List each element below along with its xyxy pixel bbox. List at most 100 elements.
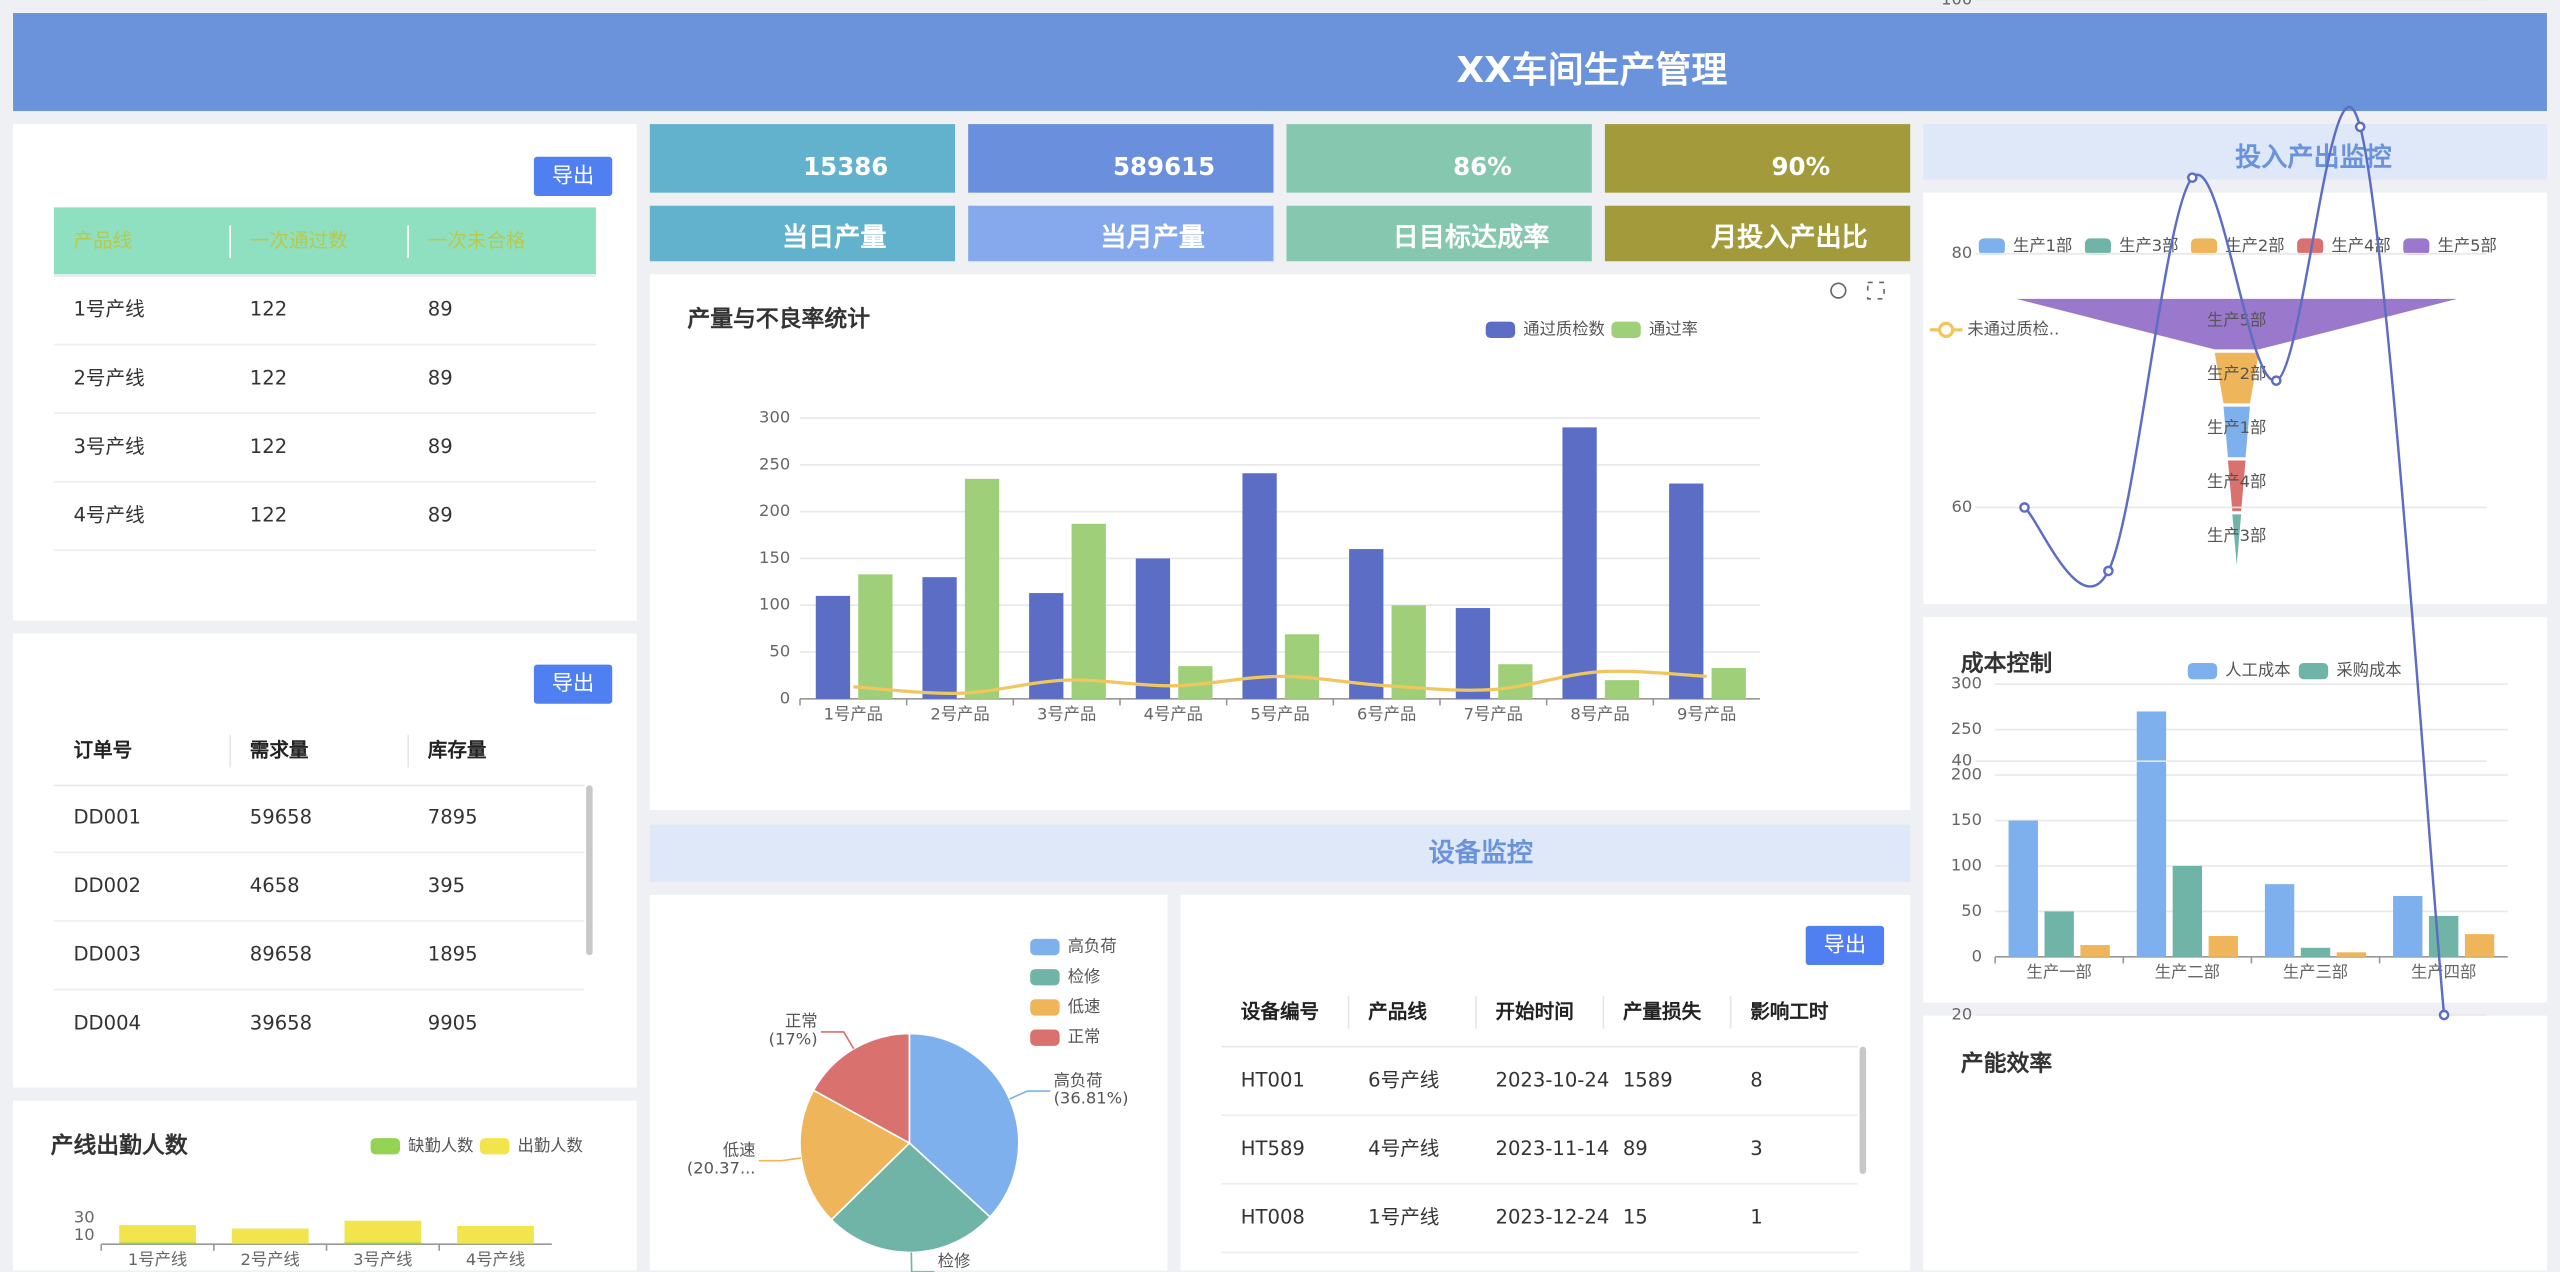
kpi-label: 日目标达成率 bbox=[1393, 222, 1550, 253]
section-bar bbox=[1923, 124, 2547, 180]
x-tick-label: 1号产品 bbox=[824, 705, 883, 724]
bar bbox=[231, 1243, 309, 1245]
label-line bbox=[1009, 1090, 1051, 1100]
y-tick-label: 0 bbox=[1972, 946, 1982, 965]
label-line bbox=[758, 1157, 802, 1162]
x-tick-label: 生产三部 bbox=[2283, 963, 2348, 982]
legend-swatch bbox=[2187, 662, 2218, 680]
column-header: 订单号 bbox=[73, 739, 132, 762]
x-tick-label: 9号产品 bbox=[1677, 705, 1736, 724]
x-tick-label: 生产一部 bbox=[2027, 963, 2092, 982]
funnel-label: 生产4部 bbox=[2207, 472, 2266, 491]
bar bbox=[1391, 605, 1426, 699]
legend-swatch bbox=[2297, 238, 2324, 255]
page-title: XX车间生产管理 bbox=[1456, 50, 1727, 91]
export-button[interactable]: 导出 bbox=[1805, 925, 1885, 966]
legend-label: 生产1部 bbox=[2013, 236, 2072, 255]
toolbox[interactable] bbox=[1830, 281, 1885, 300]
legend-swatch bbox=[1030, 969, 1060, 986]
slice-label: 低速 bbox=[723, 1140, 756, 1159]
y-tick-label: 60 bbox=[1951, 497, 1972, 516]
y-tick-label: 250 bbox=[759, 454, 790, 473]
legend-swatch bbox=[370, 1138, 400, 1155]
x-tick-label: 4号产线 bbox=[466, 1250, 525, 1269]
button-label: 导出 bbox=[552, 671, 594, 696]
export-button[interactable]: 导出 bbox=[533, 156, 613, 196]
legend-label: 通过率 bbox=[1649, 319, 1698, 338]
bar bbox=[1071, 523, 1106, 699]
line-point bbox=[2438, 1009, 2450, 1021]
bar bbox=[1669, 483, 1704, 699]
panel bbox=[1923, 1015, 2547, 1271]
pie-slice bbox=[799, 1089, 911, 1221]
legend-swatch bbox=[1030, 938, 1060, 956]
legend-label: 低速 bbox=[1068, 997, 1101, 1016]
column-header: 产品线 bbox=[1368, 1000, 1427, 1023]
legend-label: 人工成本 bbox=[2225, 661, 2290, 680]
line-point bbox=[2019, 502, 2030, 513]
funnel-label: 生产5部 bbox=[2207, 310, 2266, 329]
button-bg[interactable] bbox=[1805, 925, 1885, 966]
funnel-layer bbox=[2223, 406, 2250, 458]
y-tick-label: 0 bbox=[780, 688, 790, 707]
bar bbox=[2080, 945, 2110, 957]
button-label: 导出 bbox=[1824, 932, 1866, 957]
table-cell: 1 bbox=[1750, 1206, 1762, 1229]
export-button[interactable]: 导出 bbox=[533, 664, 613, 704]
scrollbar[interactable] bbox=[1859, 1046, 1867, 1175]
line-point bbox=[2270, 375, 2282, 386]
bar bbox=[2264, 884, 2295, 957]
y-tick-label: 40 bbox=[1951, 751, 1972, 770]
kpi-value: 90% bbox=[1772, 152, 1831, 181]
section-bar bbox=[649, 824, 1911, 882]
table-cell: 6号产线 bbox=[1368, 1068, 1439, 1091]
panel bbox=[13, 124, 637, 621]
x-tick-label: 2号产线 bbox=[241, 1250, 300, 1269]
funnel-label: 生产3部 bbox=[2207, 526, 2266, 545]
slice-label: 正常 bbox=[785, 1012, 818, 1031]
column-header: 一次通过数 bbox=[250, 229, 348, 252]
bar bbox=[922, 577, 957, 699]
x-tick-label: 8号产品 bbox=[1570, 705, 1629, 724]
bar bbox=[457, 1243, 534, 1245]
table-cell: 89 bbox=[428, 298, 453, 321]
table-cell: 89 bbox=[428, 503, 453, 526]
bar bbox=[1498, 664, 1533, 699]
table-cell: 4号产线 bbox=[73, 503, 144, 526]
bar bbox=[2172, 865, 2203, 957]
legend-label: 通过质检数 bbox=[1523, 319, 1605, 338]
table-cell: 2023-10-24 bbox=[1496, 1068, 1610, 1091]
table-cell: 4号产线 bbox=[1368, 1137, 1439, 1160]
table-cell: 2023-12-24 bbox=[1496, 1206, 1610, 1229]
legend-swatch bbox=[2403, 238, 2430, 255]
header-bar bbox=[13, 13, 2547, 112]
legend-swatch bbox=[480, 1138, 510, 1155]
kpi-label: 当月产量 bbox=[1100, 223, 1204, 253]
bar bbox=[964, 478, 1000, 699]
kpi-value-bg bbox=[1604, 124, 1911, 193]
refresh-icon[interactable] bbox=[1830, 282, 1847, 299]
button-bg[interactable] bbox=[533, 664, 613, 704]
column-header: 开始时间 bbox=[1496, 1000, 1574, 1023]
column-header: 需求量 bbox=[250, 739, 309, 762]
legend-marker bbox=[1937, 321, 1955, 339]
fullscreen-icon[interactable] bbox=[1866, 281, 1885, 300]
x-tick-label: 3号产品 bbox=[1037, 705, 1096, 724]
legend-swatch bbox=[1030, 999, 1060, 1016]
legend-label: 生产4部 bbox=[2331, 236, 2390, 255]
bar bbox=[2300, 947, 2331, 957]
legend-swatch bbox=[2084, 238, 2112, 255]
panel bbox=[13, 633, 637, 1088]
kpi-label: 当日产量 bbox=[782, 223, 886, 253]
kpi-label-bg bbox=[968, 205, 1274, 262]
table-cell: 122 bbox=[250, 435, 287, 458]
scrollbar[interactable] bbox=[586, 785, 593, 956]
table-cell: DD003 bbox=[73, 943, 141, 966]
y-tick-label: 50 bbox=[769, 642, 790, 661]
table-cell: 1号产线 bbox=[73, 298, 144, 321]
y-tick-label: 100 bbox=[1951, 855, 1982, 874]
kpi-value: 15386 bbox=[803, 152, 888, 181]
legend-label: 未通过质检.. bbox=[1967, 319, 2059, 338]
button-bg[interactable] bbox=[533, 156, 613, 196]
